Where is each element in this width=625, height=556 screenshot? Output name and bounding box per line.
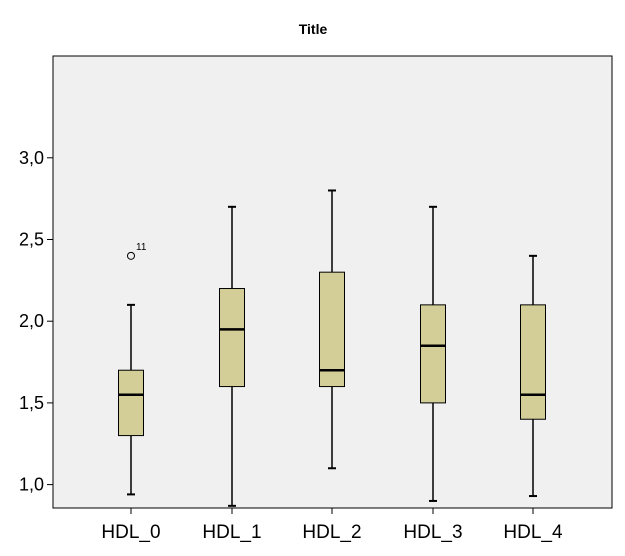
- chart-title: Title: [299, 21, 328, 37]
- box-hdl-1: [219, 205, 245, 507]
- x-tick-label: HDL_0: [101, 522, 160, 543]
- box-hdl-3: [420, 205, 446, 502]
- iqr-box: [319, 271, 345, 388]
- y-tick-label: 2,5: [19, 230, 44, 250]
- y-tick-label: 3,0: [19, 148, 44, 168]
- outlier-point: [127, 251, 135, 260]
- x-tick-label: HDL_3: [403, 522, 462, 543]
- x-tick-label: HDL_4: [503, 522, 563, 543]
- x-axis: HDL_0 HDL_1 HDL_2 HDL_3 HDL_4: [101, 508, 563, 543]
- x-tick-label: HDL_1: [202, 522, 261, 543]
- y-axis: 0,51,01,52,02,53,0: [19, 148, 53, 495]
- iqr-box: [520, 304, 546, 420]
- y-tick-label: 2,0: [19, 311, 44, 331]
- boxes-group: 11: [118, 189, 546, 507]
- box-hdl-4: [520, 254, 546, 498]
- iqr-box: [420, 304, 446, 404]
- x-tick-label: HDL_2: [302, 522, 361, 543]
- box-hdl-2: [319, 189, 345, 470]
- y-tick-label: 1,0: [19, 475, 44, 495]
- box-hdl-0: 11: [118, 242, 147, 496]
- iqr-box: [118, 369, 144, 437]
- iqr-box: [219, 288, 245, 388]
- y-tick-label: 1,5: [19, 393, 44, 413]
- outlier-label: 11: [136, 242, 147, 253]
